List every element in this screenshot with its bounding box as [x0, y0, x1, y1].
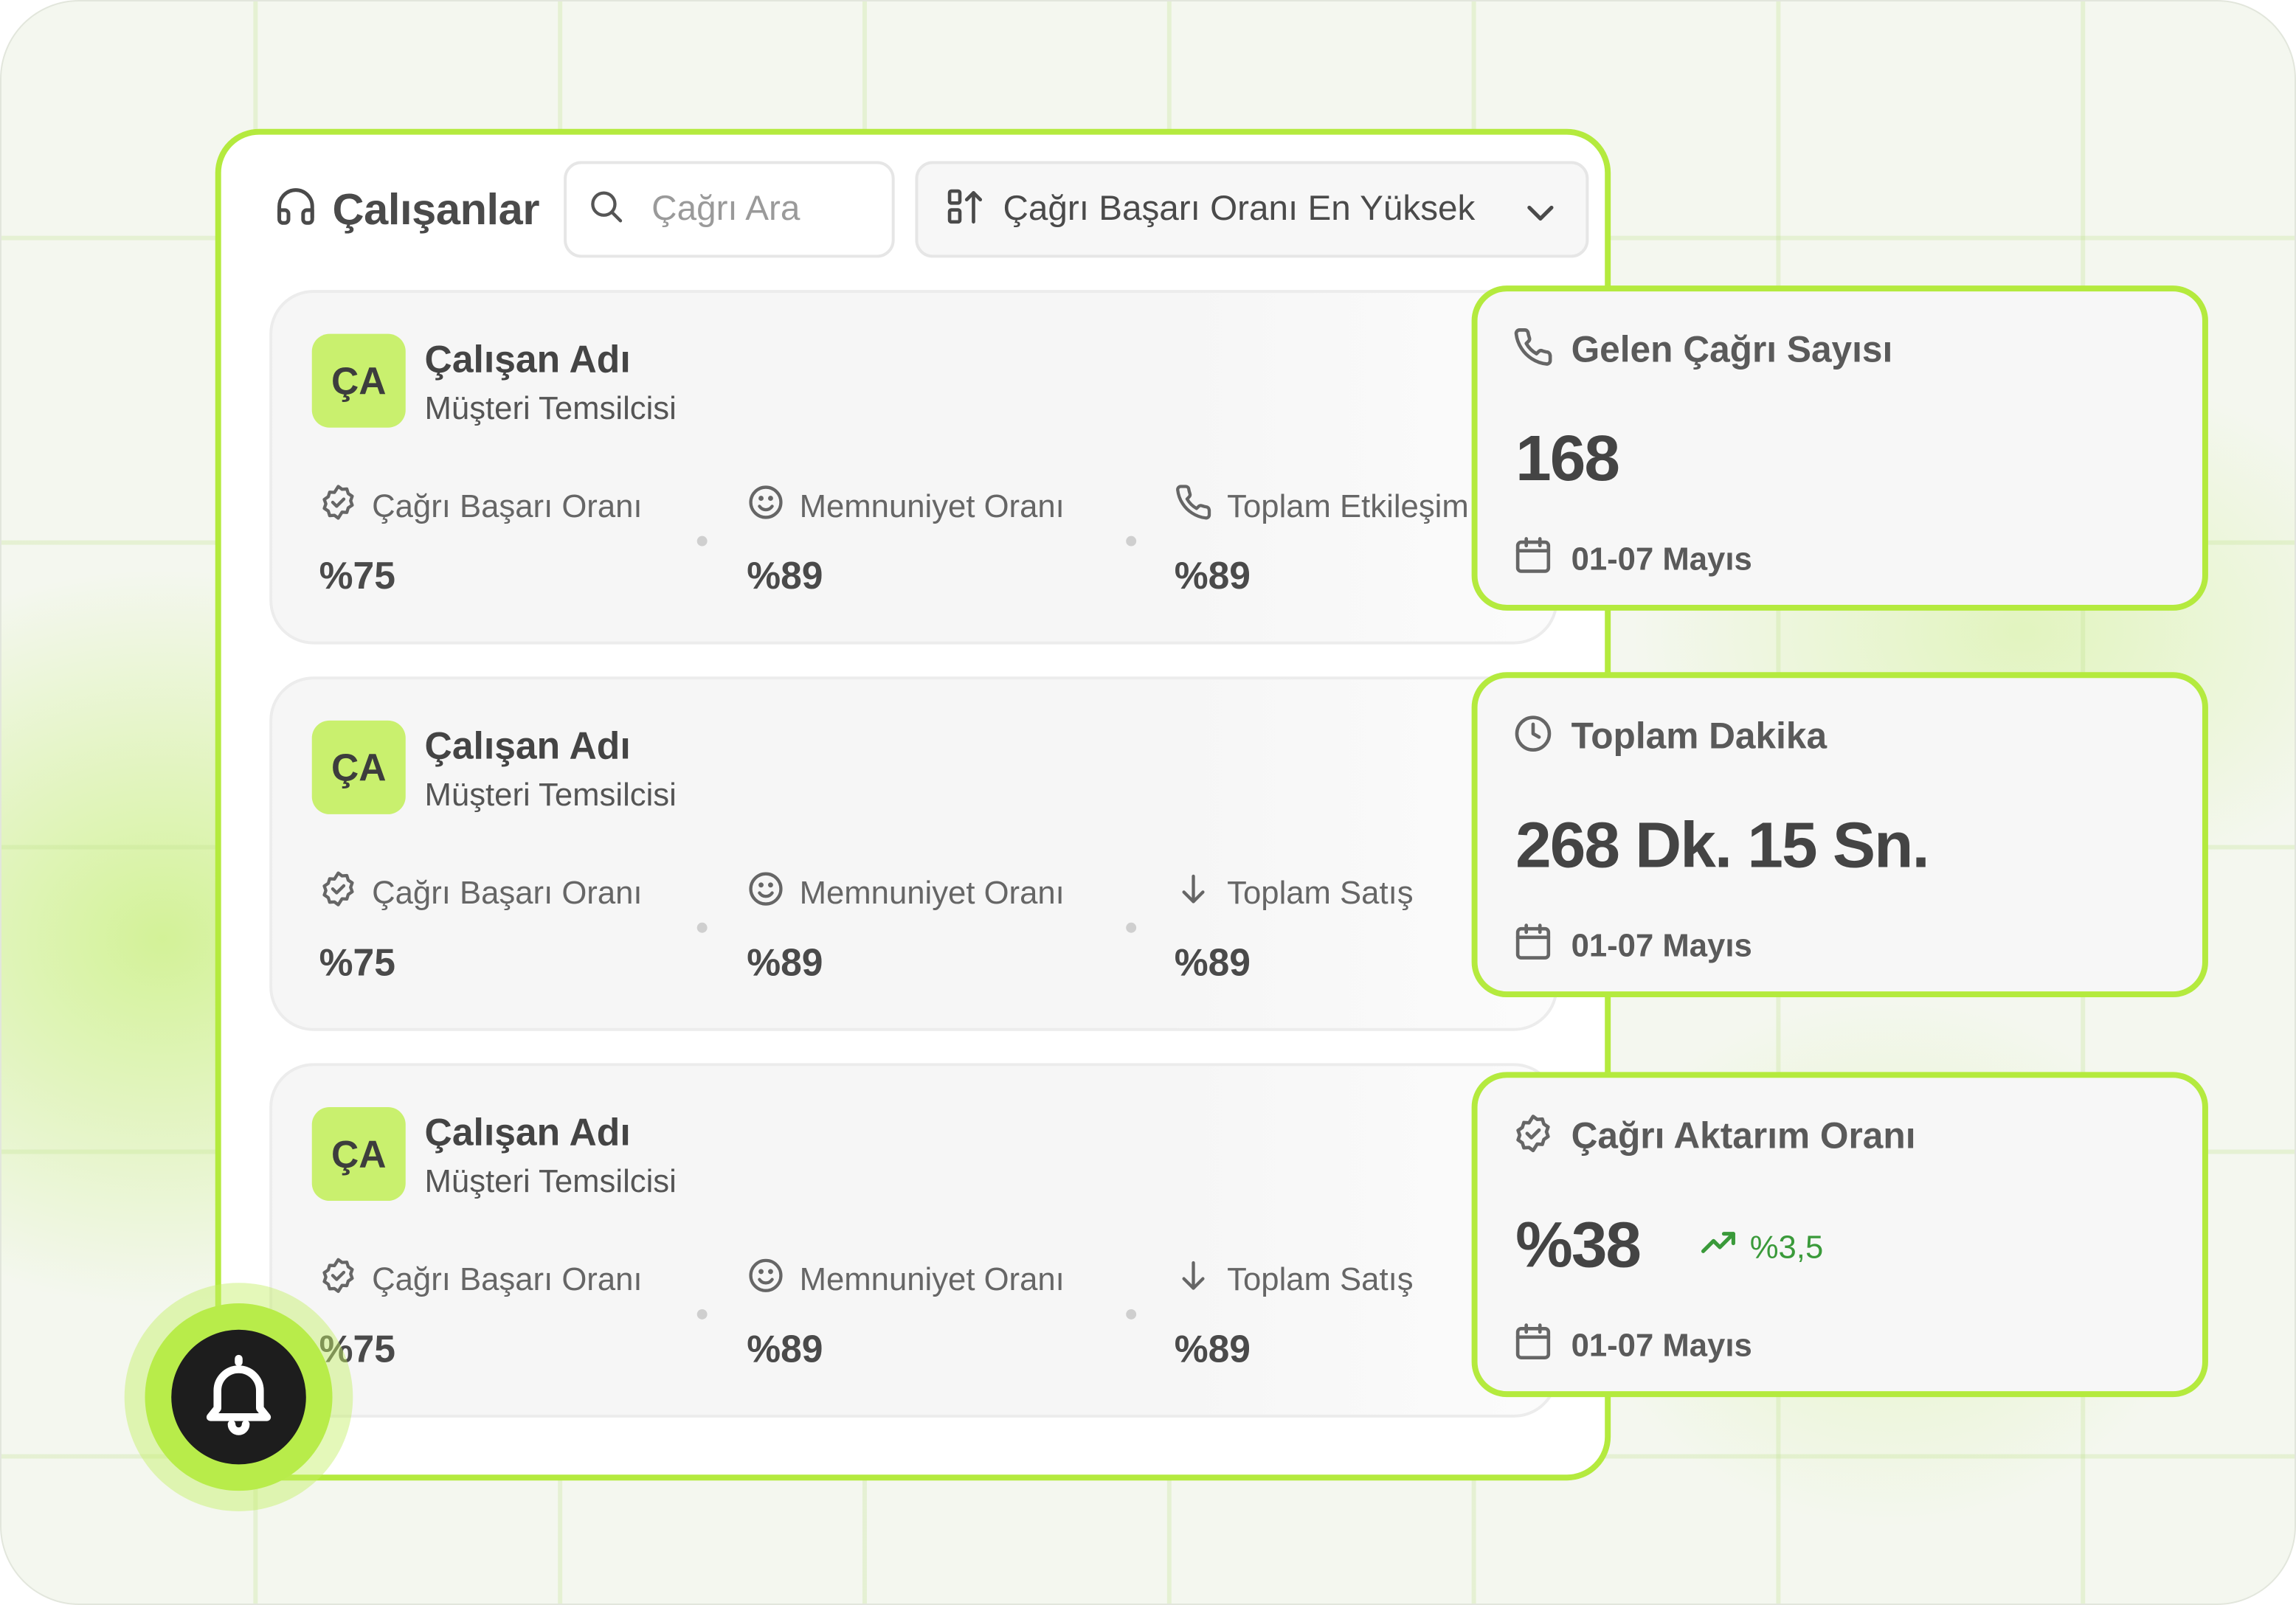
separator-dot [1126, 922, 1137, 933]
stat-value: 168 [1515, 423, 1620, 496]
stat-date-label: 01-07 Mayıs [1571, 1326, 1752, 1364]
smile-icon [747, 1256, 785, 1303]
metric-label: Toplam Etkileşim [1227, 488, 1469, 524]
avatar: ÇA [311, 720, 406, 814]
metric-value: %89 [1174, 553, 1251, 598]
metric-value: %75 [319, 1326, 395, 1371]
employee-name: Çalışan Adı [424, 723, 631, 768]
calendar-icon [1512, 535, 1554, 585]
employee-role: Müşteri Temsilcisi [424, 389, 677, 426]
trend-value: %3,5 [1749, 1228, 1824, 1266]
badge-check-icon [319, 1256, 358, 1303]
smile-icon [747, 870, 785, 917]
phone-icon [1175, 483, 1213, 530]
chevron-down-icon [1521, 193, 1560, 239]
separator-dot [696, 922, 708, 933]
sort-dropdown[interactable]: Çağrı Başarı Oranı En Yüksek [915, 161, 1589, 258]
badge-check-icon [1512, 1113, 1554, 1162]
metric-value: %89 [1174, 1326, 1251, 1371]
notification-button[interactable] [171, 1329, 306, 1465]
headset-icon [274, 184, 318, 235]
stat-date-label: 01-07 Mayıs [1571, 926, 1752, 964]
badge-check-icon [319, 870, 358, 917]
search-placeholder: Çağrı Ara [651, 189, 801, 229]
metric-value: %89 [747, 553, 823, 598]
panel-header: Çalışanlar Çağrı Ara [221, 135, 1605, 282]
separator-dot [1126, 1308, 1137, 1320]
metric-label: Toplam Satış [1227, 874, 1414, 911]
employee-role: Müşteri Temsilcisi [424, 1162, 677, 1200]
separator-dot [696, 535, 708, 547]
stat-date: 01-07 Mayıs [1512, 921, 1752, 971]
metric-total-interaction: Toplam Etkileşim %89 [1175, 483, 1469, 599]
metric-label: Toplam Satış [1227, 1261, 1414, 1298]
arrow-down-icon [1175, 1256, 1213, 1303]
metric-satisfaction: Memnuniyet Oranı %89 [747, 1256, 1065, 1372]
avatar: ÇA [311, 333, 406, 428]
arrow-down-icon [1175, 870, 1213, 917]
stat-title: Çağrı Aktarım Oranı [1571, 1115, 1916, 1157]
metric-label: Çağrı Başarı Oranı [372, 1261, 643, 1298]
metric-satisfaction: Memnuniyet Oranı %89 [747, 870, 1065, 985]
stat-date-label: 01-07 Mayıs [1571, 540, 1752, 578]
trend-indicator: %3,5 [1700, 1224, 1823, 1272]
stat-value: %38 [1515, 1209, 1642, 1282]
metric-value: %89 [747, 1326, 823, 1371]
employee-card[interactable]: ÇA Çalışan Adı Müşteri Temsilcisi Çağrı … [269, 1063, 1558, 1418]
stat-card-transfer-rate: Çağrı Aktarım Oranı %38 %3,5 01-07 Mayıs [1471, 1072, 2208, 1398]
stat-date: 01-07 Mayıs [1512, 535, 1752, 585]
clock-icon [1512, 713, 1554, 762]
stat-card-total-minutes: Toplam Dakika 268 Dk. 15 Sn. 01-07 Mayıs [1471, 672, 2208, 998]
badge-check-icon [319, 483, 358, 530]
metric-label: Memnuniyet Oranı [799, 1261, 1065, 1298]
metric-label: Memnuniyet Oranı [799, 874, 1065, 911]
metric-value: %75 [319, 553, 395, 598]
separator-dot [696, 1308, 708, 1320]
metric-call-success: Çağrı Başarı Oranı %75 [319, 1256, 643, 1372]
sort-icon [944, 185, 986, 234]
calendar-icon [1512, 1321, 1554, 1371]
metric-call-success: Çağrı Başarı Oranı %75 [319, 483, 643, 599]
metric-label: Çağrı Başarı Oranı [372, 874, 643, 911]
trending-up-icon [1700, 1224, 1738, 1272]
search-icon [587, 187, 626, 232]
stat-value: 268 Dk. 15 Sn. [1515, 809, 1930, 882]
employees-panel: Çalışanlar Çağrı Ara [215, 128, 1611, 1481]
panel-title: Çalışanlar [274, 184, 540, 235]
employee-role: Müşteri Temsilcisi [424, 776, 677, 813]
sort-label: Çağrı Başarı Oranı En Yüksek [1003, 189, 1476, 229]
metric-value: %75 [319, 940, 395, 985]
stat-card-incoming-calls: Gelen Çağrı Sayısı 168 01-07 Mayıs [1471, 285, 2208, 611]
metric-label: Çağrı Başarı Oranı [372, 488, 643, 524]
employee-card[interactable]: ÇA Çalışan Adı Müşteri Temsilcisi Çağrı … [269, 290, 1558, 645]
separator-dot [1126, 535, 1137, 547]
metric-label: Memnuniyet Oranı [799, 488, 1065, 524]
employee-name: Çalışan Adı [424, 1109, 631, 1154]
metric-call-success: Çağrı Başarı Oranı %75 [319, 870, 643, 985]
smile-icon [747, 483, 785, 530]
stat-title: Toplam Dakika [1571, 715, 1828, 758]
employee-card[interactable]: ÇA Çalışan Adı Müşteri Temsilcisi Çağrı … [269, 676, 1558, 1031]
bell-icon [196, 1351, 281, 1443]
phone-icon [1512, 327, 1554, 375]
metric-satisfaction: Memnuniyet Oranı %89 [747, 483, 1065, 599]
calendar-icon [1512, 921, 1554, 971]
metric-total-sales: Toplam Satış %89 [1175, 870, 1414, 985]
metric-value: %89 [1174, 940, 1251, 985]
metric-value: %89 [747, 940, 823, 985]
avatar: ÇA [311, 1106, 406, 1202]
stat-date: 01-07 Mayıs [1512, 1321, 1752, 1371]
search-input[interactable]: Çağrı Ara [564, 161, 895, 258]
metric-total-sales: Toplam Satış %89 [1175, 1256, 1414, 1372]
employee-name: Çalışan Adı [424, 336, 631, 381]
stat-title: Gelen Çağrı Sayısı [1571, 329, 1893, 371]
panel-title-label: Çalışanlar [332, 185, 540, 234]
